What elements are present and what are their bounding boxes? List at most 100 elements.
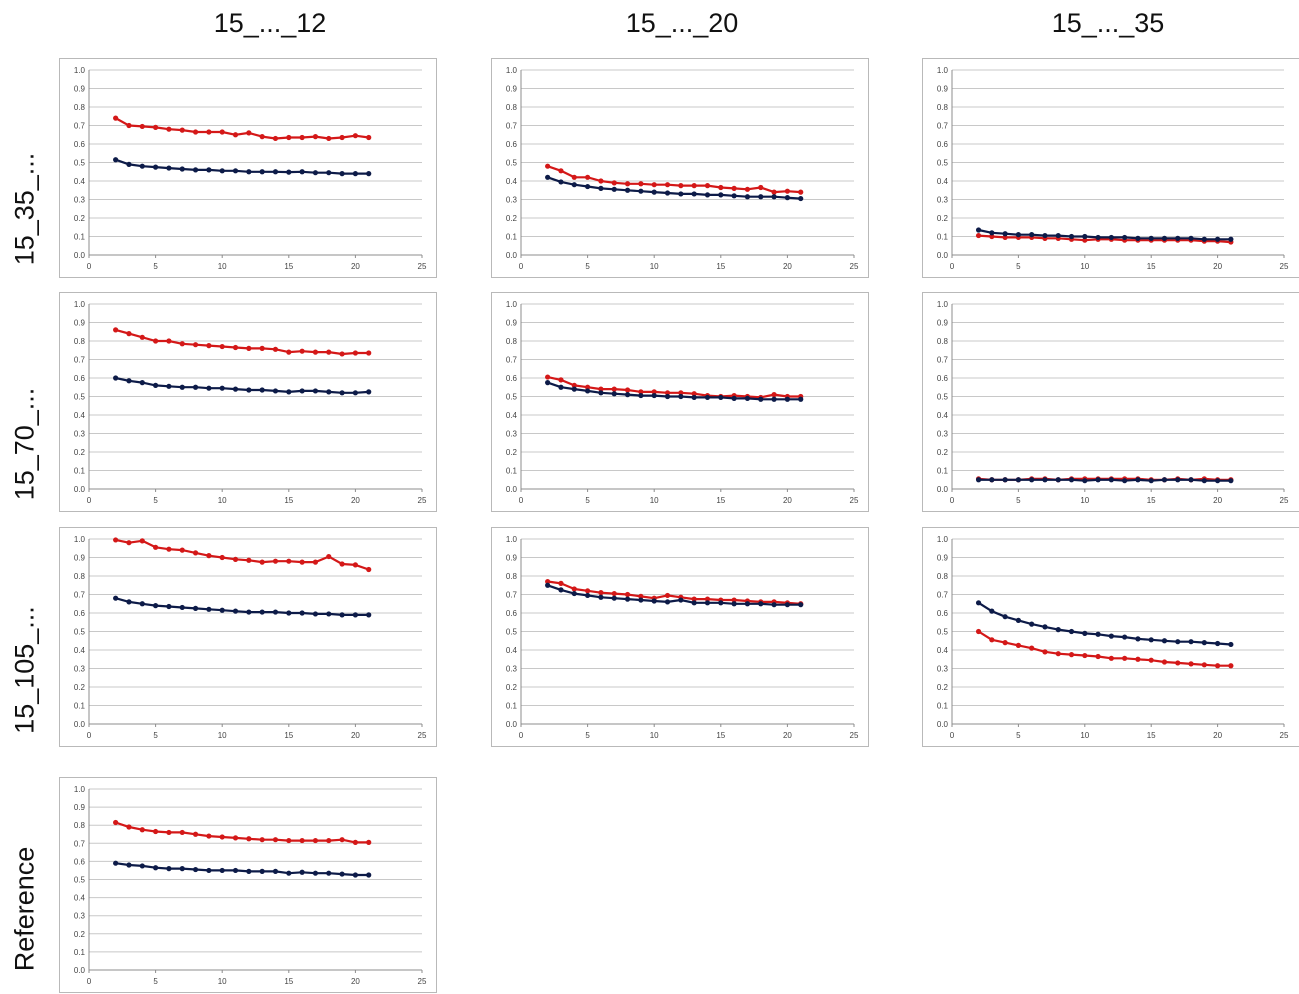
data-point-navy xyxy=(1122,634,1128,640)
data-point-navy xyxy=(339,871,345,877)
x-tick-label: 20 xyxy=(1213,496,1222,505)
data-point-red xyxy=(1215,663,1221,669)
data-point-navy xyxy=(153,865,159,871)
x-tick-label: 15 xyxy=(1147,262,1156,271)
y-tick-label: 0.5 xyxy=(506,159,518,168)
y-tick-label: 0.6 xyxy=(506,140,518,149)
data-point-navy xyxy=(651,598,657,604)
data-point-red xyxy=(272,346,279,352)
data-point-red xyxy=(611,180,617,186)
x-tick-label: 20 xyxy=(351,977,360,986)
x-tick-label: 25 xyxy=(850,731,859,740)
data-point-navy xyxy=(1201,478,1207,484)
data-point-navy xyxy=(206,385,212,391)
data-point-navy xyxy=(113,860,119,866)
data-point-red xyxy=(312,134,319,140)
x-tick-label: 10 xyxy=(218,496,227,505)
data-point-navy xyxy=(259,868,265,874)
data-point-red xyxy=(113,327,119,333)
data-point-navy xyxy=(312,870,319,876)
x-tick-label: 10 xyxy=(218,262,227,271)
y-tick-label: 1.0 xyxy=(937,300,949,309)
data-point-navy xyxy=(206,167,212,173)
data-point-red xyxy=(179,127,185,133)
y-tick-label: 0.4 xyxy=(74,646,86,655)
chart-panel-r1c0: 0.0 0.1 0.2 0.3 0.4 0.5 0.6 0.7 0.8 0.9 1.0 0 5 10 15 2… xyxy=(59,292,437,512)
series-line-navy xyxy=(978,601,1231,646)
data-point-red xyxy=(585,384,591,390)
data-point-red xyxy=(246,557,252,563)
data-point-navy xyxy=(166,866,172,872)
data-point-navy xyxy=(1175,477,1181,483)
data-point-red xyxy=(339,561,345,567)
y-tick-label: 0.7 xyxy=(74,591,86,600)
y-tick-label: 0.6 xyxy=(506,609,518,618)
data-point-red xyxy=(744,186,751,192)
data-point-navy xyxy=(272,169,279,175)
x-tick-label: 20 xyxy=(1213,731,1222,740)
data-point-red xyxy=(664,592,671,599)
data-point-red xyxy=(299,134,305,141)
data-point-red xyxy=(798,189,804,195)
data-point-red xyxy=(545,163,551,169)
x-tick-label: 15 xyxy=(1147,496,1156,505)
y-tick-label: 0.6 xyxy=(506,374,518,383)
data-point-red xyxy=(598,386,604,392)
data-point-navy xyxy=(585,183,591,190)
column-title-3: 15_..._35 xyxy=(1051,8,1165,38)
data-point-navy xyxy=(598,594,604,600)
data-point-red xyxy=(326,349,332,355)
data-point-red xyxy=(299,559,305,565)
data-point-red xyxy=(312,559,319,565)
data-point-navy xyxy=(219,385,225,391)
data-point-navy xyxy=(299,388,305,394)
y-tick-label: 0.5 xyxy=(937,159,949,168)
data-point-navy xyxy=(975,477,982,483)
x-tick-label: 0 xyxy=(950,496,955,505)
data-point-navy xyxy=(545,174,551,180)
data-point-red xyxy=(166,338,172,344)
data-point-navy xyxy=(678,393,684,400)
x-tick-label: 10 xyxy=(650,262,659,271)
chart-panel-r1c1: 0.0 0.1 0.2 0.3 0.4 0.5 0.6 0.7 0.8 0.9 1.0 0 5 10 15 2… xyxy=(491,292,869,512)
chart-panel-r2c2: 0.0 0.1 0.2 0.3 0.4 0.5 0.6 0.7 0.8 0.9 1.0 0 5 10 15 2… xyxy=(922,527,1299,747)
data-point-red xyxy=(232,556,239,562)
y-tick-label: 0.7 xyxy=(74,356,86,365)
data-point-navy xyxy=(744,601,751,607)
data-point-red xyxy=(678,183,684,189)
data-point-red xyxy=(704,183,711,189)
data-point-navy xyxy=(366,612,372,618)
chart-panel-r0c2: 0.0 0.1 0.2 0.3 0.4 0.5 0.6 0.7 0.8 0.9 1.0 0 5 10 15 2… xyxy=(922,58,1299,278)
y-tick-label: 0.9 xyxy=(74,803,86,812)
data-point-navy xyxy=(798,195,804,202)
y-tick-label: 0.6 xyxy=(937,140,949,149)
data-point-navy xyxy=(718,600,724,606)
data-point-navy xyxy=(366,171,372,177)
y-tick-label: 0.6 xyxy=(74,374,86,383)
x-tick-label: 25 xyxy=(418,262,427,271)
data-point-red xyxy=(624,591,631,598)
data-point-navy xyxy=(259,609,265,615)
data-point-navy xyxy=(558,587,564,593)
data-point-red xyxy=(1095,653,1101,660)
data-point-red xyxy=(326,135,332,142)
data-point-navy xyxy=(139,601,145,607)
y-tick-label: 1.0 xyxy=(506,66,518,75)
data-point-navy xyxy=(153,603,159,609)
y-tick-label: 0.7 xyxy=(506,356,518,365)
y-tick-label: 0.8 xyxy=(937,572,949,581)
data-point-navy xyxy=(246,609,252,615)
data-point-red xyxy=(206,833,212,839)
data-point-navy xyxy=(192,605,199,611)
x-tick-label: 0 xyxy=(87,977,92,986)
data-point-red xyxy=(638,181,644,187)
x-tick-label: 25 xyxy=(418,731,427,740)
data-point-navy xyxy=(366,872,372,878)
data-point-red xyxy=(153,544,159,550)
data-point-red xyxy=(192,550,199,556)
data-point-navy xyxy=(1042,477,1048,483)
y-tick-label: 1.0 xyxy=(74,66,86,75)
data-point-red xyxy=(691,183,697,189)
y-tick-label: 0.6 xyxy=(74,609,86,618)
y-tick-label: 0.5 xyxy=(74,159,86,168)
